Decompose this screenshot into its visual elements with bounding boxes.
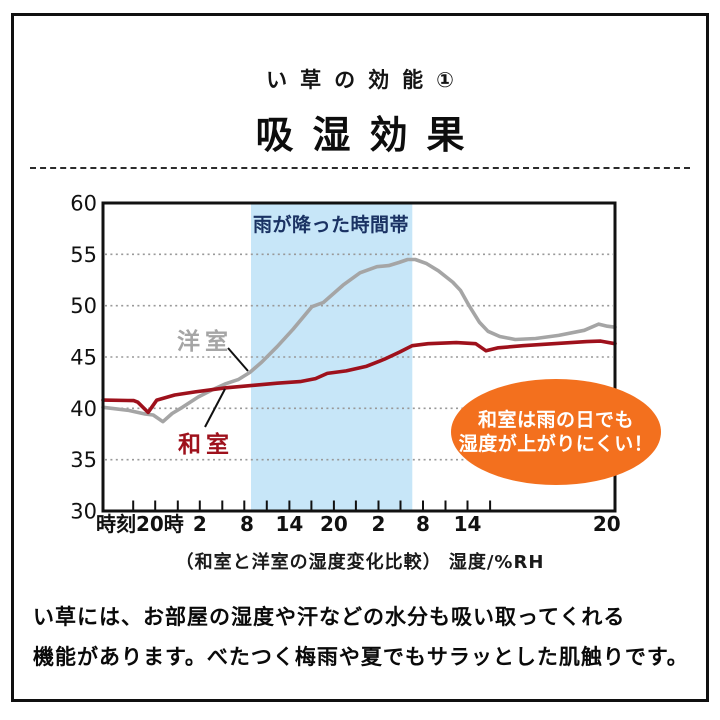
series-line-tatami-room (101, 339, 617, 415)
x-tick-label: 2 (193, 512, 207, 536)
label-pointer-line (204, 388, 226, 428)
y-tick-label: 60 (70, 192, 97, 216)
callout-line1: 和室は雨の日でも (477, 409, 634, 431)
y-tick-label: 30 (70, 500, 97, 524)
label-pointer-line (227, 347, 249, 372)
y-tick-label: 35 (70, 448, 97, 472)
x-tick-label: 14 (454, 512, 482, 536)
x-tick-label: 8 (416, 512, 430, 536)
y-tick-label: 45 (70, 346, 97, 370)
page-title: 吸湿効果 (255, 113, 484, 157)
border-frame (11, 13, 709, 702)
description-text: い草には、お部屋の湿度や汗などの水分も吸い取ってくれる 機能があります。べたつく… (33, 597, 693, 677)
description-line1: い草には、お部屋の湿度や汗などの水分も吸い取ってくれる (33, 605, 626, 629)
plot-border (101, 201, 617, 513)
y-tick-label: 50 (70, 294, 97, 318)
dashed-divider (30, 167, 690, 169)
chart-caption: （和室と洋室の湿度変化比較） 湿度/%RH (175, 552, 545, 573)
x-tick-label: 14 (275, 512, 303, 536)
x-tick-label: 20 (593, 512, 621, 536)
x-tick-label: 2 (372, 512, 386, 536)
x-tick-label: 20 (320, 512, 348, 536)
subtitle: い草の効能① (266, 68, 467, 92)
rain-band-label: 雨が降った時間帯 (253, 214, 410, 236)
x-tick-label: 時刻20時 (96, 512, 184, 536)
x-tick-label: 8 (240, 512, 254, 536)
series-line-west-room (101, 257, 617, 424)
callout-bubble: 和室は雨の日でも 湿度が上がりにくい！ (451, 379, 661, 485)
series-label-tatami-room: 和室 (178, 432, 234, 458)
y-tick-label: 40 (70, 397, 97, 421)
series-label-west-room: 洋室 (177, 329, 233, 355)
callout-line2: 湿度が上がりにくい！ (458, 433, 654, 455)
y-tick-label: 55 (70, 243, 97, 267)
description-line2: 機能があります。べたつく梅雨や夏でもサラッとした肌触りです。 (33, 645, 689, 669)
